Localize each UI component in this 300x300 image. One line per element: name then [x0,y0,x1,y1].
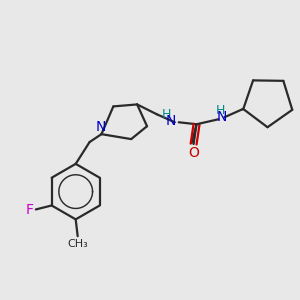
Text: O: O [188,146,199,160]
Text: N: N [216,110,226,124]
Text: H: H [162,108,172,121]
Text: CH₃: CH₃ [67,239,88,249]
Text: N: N [166,114,176,128]
Text: H: H [216,104,225,117]
Text: F: F [26,203,34,218]
Text: N: N [95,120,106,134]
